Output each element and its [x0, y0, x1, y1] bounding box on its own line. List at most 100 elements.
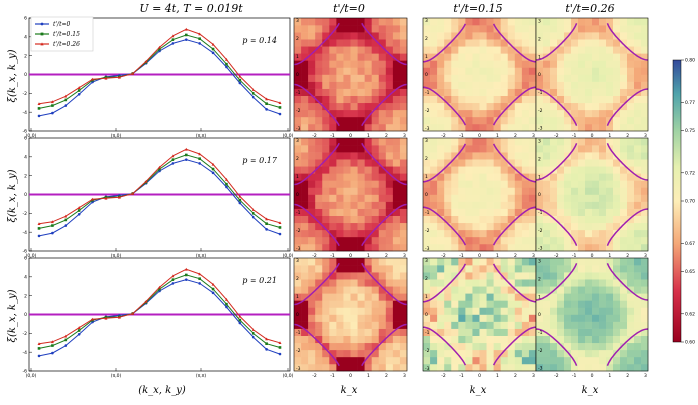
heatmap-cell: [423, 342, 431, 351]
colorbar-tick-label: 0.72: [685, 170, 695, 176]
data-point: [184, 147, 188, 151]
heatmap-cell: [514, 88, 523, 96]
data-point: [171, 274, 175, 278]
heatmap-cell: [458, 88, 466, 96]
heatmap-cell: [371, 81, 380, 89]
heatmap-cell: [472, 356, 480, 365]
heatmap-cell: [472, 60, 480, 68]
heatmap-cell: [634, 272, 642, 280]
heatmap-cell: [521, 314, 530, 322]
heatmap-cell: [578, 272, 586, 280]
heatmap-cell: [585, 88, 593, 96]
heatmap-cell: [343, 138, 351, 146]
heatmap-cell: [479, 342, 487, 351]
heatmap-cell: [557, 25, 565, 33]
heatmap-cell: [451, 321, 459, 329]
heatmap-cell: [364, 349, 372, 358]
heatmap-cell: [350, 67, 358, 75]
heatmap-cell: [301, 102, 309, 111]
heatmap-cell: [620, 208, 628, 216]
heatmap-cell: [437, 243, 445, 252]
heatmap-cell: [322, 18, 330, 26]
heatmap-cell: [507, 356, 516, 365]
heatmap-cell: [521, 152, 530, 160]
heatmap-cell: [486, 152, 494, 160]
heatmap-cell: [392, 53, 401, 61]
heatmap-cell: [571, 286, 579, 294]
heatmap-cell: [444, 88, 452, 96]
heatmap-cell: [385, 349, 394, 358]
heatmap-cell: [528, 39, 537, 47]
heatmap-cell: [521, 95, 530, 104]
fermi-surface-arc: [361, 22, 408, 66]
heatmap-cell: [521, 102, 530, 111]
heatmap-cell: [343, 243, 351, 252]
heatmap-cell: [350, 293, 358, 301]
heatmap-cell: [514, 293, 523, 301]
heatmap-cell: [350, 88, 358, 96]
heatmap-cell: [350, 138, 358, 146]
heatmap-cell: [437, 109, 445, 118]
heatmap-cell: [329, 265, 337, 273]
heatmap-cell: [627, 74, 635, 82]
heatmap-ytick-label: 2: [425, 156, 428, 162]
heatmap-cell: [451, 67, 459, 75]
heatmap-cell: [322, 243, 330, 252]
heatmap-cell: [613, 180, 621, 188]
heatmap-cell: [479, 102, 487, 111]
heatmap-cell: [578, 173, 586, 181]
ytick-label: 2: [24, 173, 27, 179]
heatmap-cell: [378, 279, 387, 287]
heatmap-cell: [357, 286, 365, 294]
heatmap-ytick-label: -3: [296, 366, 301, 372]
ytick-label: 4: [24, 34, 27, 40]
heatmap-cell: [343, 258, 351, 266]
heatmap-cell: [357, 272, 365, 280]
heatmap-cell: [392, 39, 401, 47]
heatmap-cell: [599, 159, 607, 167]
heatmap-cell: [557, 32, 565, 40]
heatmap-cell: [378, 300, 387, 308]
heatmap-cell: [322, 363, 330, 372]
heatmap-cell: [371, 116, 380, 125]
heatmap-cell: [315, 279, 323, 287]
heatmap-cell: [357, 109, 365, 118]
data-point: [198, 157, 201, 161]
heatmap-cell: [620, 215, 628, 224]
heatmap-cell: [599, 286, 607, 294]
heatmap-xtick-label: 0: [591, 373, 594, 379]
heatmap-cell: [392, 286, 401, 294]
heatmap-cell: [392, 300, 401, 308]
heatmap-cell: [465, 286, 473, 294]
heatmap-cell: [444, 201, 452, 209]
heatmap-cell: [521, 229, 530, 238]
heatmap-cell: [301, 314, 309, 322]
heatmap-cell: [592, 166, 600, 174]
heatmap-cell: [592, 74, 600, 82]
heatmap-cell: [444, 215, 452, 224]
heatmap-cell: [564, 74, 572, 82]
heatmap-cell: [613, 187, 621, 195]
heatmap-cell: [571, 208, 579, 216]
heatmap-cell: [543, 300, 551, 308]
data-point: [278, 232, 282, 236]
heatmap-cell: [322, 116, 330, 125]
heatmap-ytick-label: 1: [538, 54, 541, 60]
heatmap-cell: [315, 335, 323, 344]
heatmap-cell: [585, 81, 593, 89]
data-point: [198, 277, 201, 281]
heatmap-cell: [458, 208, 466, 216]
heatmap-cell: [451, 53, 459, 61]
heatmap-cell: [536, 236, 544, 245]
heatmap-cell: [521, 356, 530, 365]
heatmap-cell: [294, 88, 302, 96]
heatmap-cell: [627, 95, 635, 104]
heatmap-cell: [378, 222, 387, 231]
fermi-surface-arc: [535, 262, 578, 301]
heatmap-cell: [364, 46, 372, 54]
heatmap-cell: [571, 314, 579, 322]
xtick-label: (0,0): [283, 373, 294, 379]
heatmap-cell: [543, 201, 551, 209]
heatmap-cell: [364, 74, 372, 82]
heatmap-cell: [599, 173, 607, 181]
